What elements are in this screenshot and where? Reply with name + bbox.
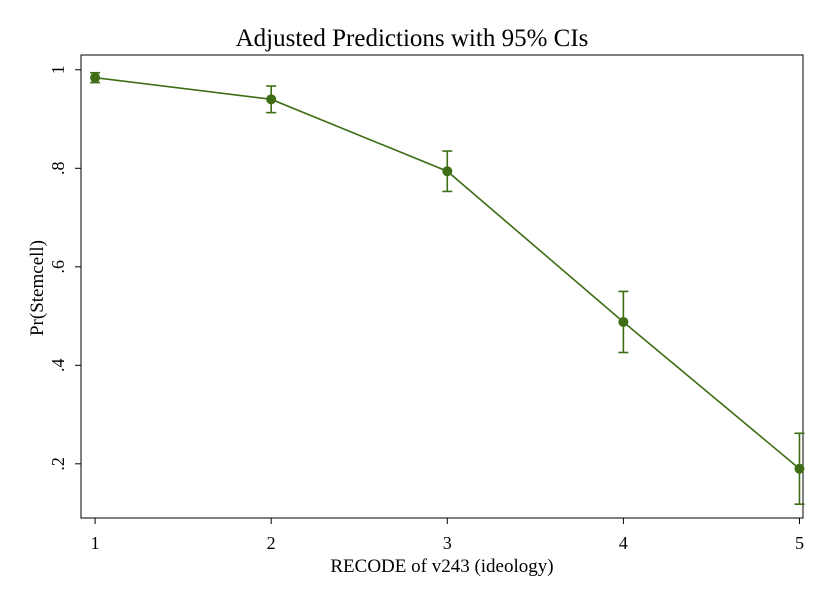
x-tick-label: 5 bbox=[795, 533, 804, 553]
series-group bbox=[90, 71, 805, 506]
x-tick-label: 1 bbox=[91, 533, 100, 553]
y-tick-label: 1 bbox=[48, 65, 68, 74]
x-tick-label: 2 bbox=[267, 533, 276, 553]
x-axis: 1 2 3 4 5 bbox=[91, 518, 804, 553]
x-tick-label: 3 bbox=[443, 533, 452, 553]
y-tick-label: .6 bbox=[48, 260, 68, 274]
y-tick-label: .2 bbox=[48, 457, 68, 471]
chart-title: Adjusted Predictions with 95% CIs bbox=[236, 25, 589, 52]
plot-area-frame bbox=[80, 54, 804, 519]
data-point bbox=[794, 463, 805, 474]
data-point bbox=[442, 166, 453, 177]
y-tick-label: .4 bbox=[48, 359, 68, 373]
y-axis: .2 .4 .6 .8 1 bbox=[48, 65, 81, 471]
x-tick-label: 4 bbox=[619, 533, 628, 553]
data-point bbox=[266, 94, 277, 105]
x-axis-label: RECODE of v243 (ideology) bbox=[330, 556, 553, 577]
y-axis-label: Pr(Stemcell) bbox=[27, 240, 48, 336]
data-point bbox=[618, 316, 629, 327]
y-tick-label: .8 bbox=[48, 162, 68, 176]
data-point bbox=[90, 72, 101, 83]
